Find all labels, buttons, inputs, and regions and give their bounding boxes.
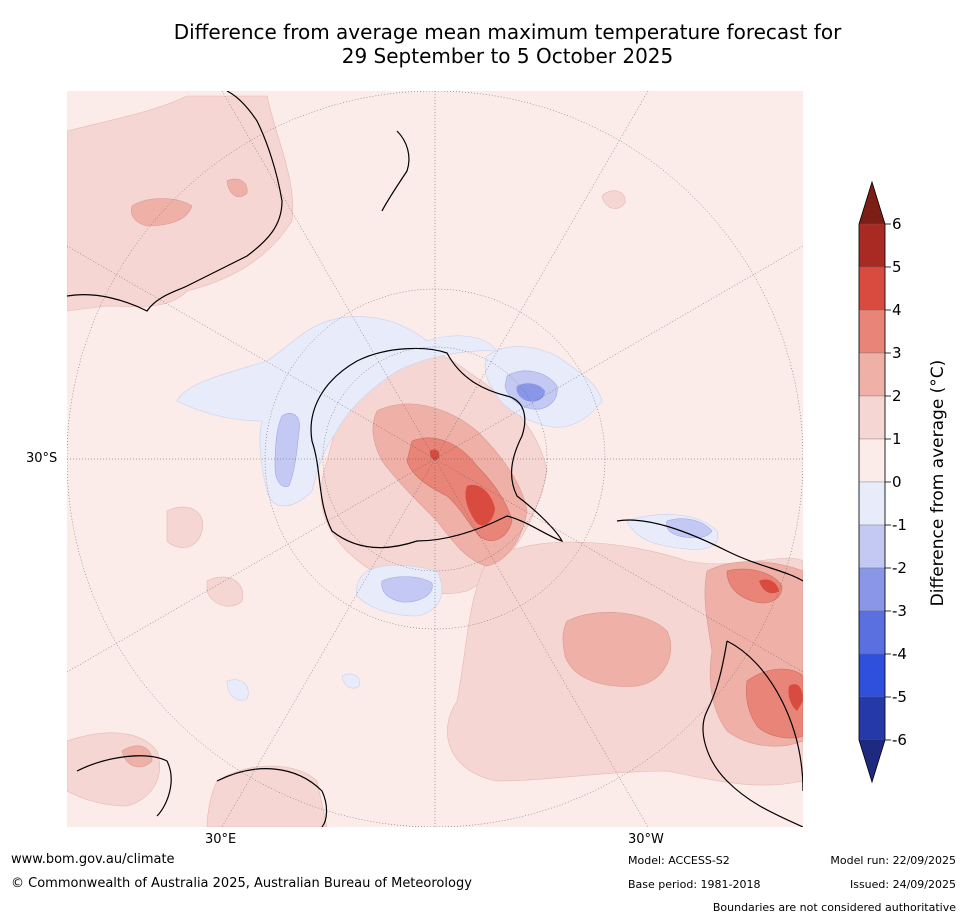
colorbar-segment bbox=[858, 610, 886, 655]
title-line-2: 29 September to 5 October 2025 bbox=[341, 44, 674, 68]
colorbar-segment bbox=[858, 524, 886, 569]
colorbar-tick-label: -5 bbox=[892, 688, 907, 706]
antarctica-coast bbox=[310, 347, 564, 549]
colorbar-tick-label: -4 bbox=[892, 645, 907, 663]
colorbar-label: Difference from average (°C) bbox=[928, 359, 948, 607]
colorbar-segments bbox=[858, 180, 886, 784]
africa-coast bbox=[76, 755, 328, 827]
footer-issued: Issued: 24/09/2025 bbox=[849, 878, 956, 891]
meridian-line bbox=[221, 91, 649, 827]
colorbar-segment bbox=[858, 438, 886, 483]
footer-copyright: © Commonwealth of Australia 2025, Austra… bbox=[11, 876, 472, 891]
footer-disclaimer: Boundaries are not considered authoritat… bbox=[712, 901, 956, 914]
south-america-coast bbox=[616, 519, 803, 827]
colorbar-tick-label: 6 bbox=[892, 215, 902, 233]
colorbar bbox=[858, 180, 891, 784]
colorbar-tick-label: -3 bbox=[892, 602, 907, 620]
colorbar-segment bbox=[858, 567, 886, 612]
meridian-line bbox=[221, 91, 649, 827]
footer-base-period: Base period: 1981-2018 bbox=[628, 878, 761, 891]
meridian-line bbox=[67, 245, 803, 673]
anomaly-4-5-regions bbox=[429, 449, 803, 711]
colorbar-tick-label: 2 bbox=[892, 387, 902, 405]
lat-label-30s: 30°S bbox=[26, 451, 58, 466]
colorbar-extend-low bbox=[859, 740, 885, 782]
colorbar-tick-label: 4 bbox=[892, 301, 902, 319]
colorbar-segment bbox=[858, 481, 886, 526]
coastlines bbox=[67, 91, 803, 827]
australia-coast bbox=[67, 91, 283, 312]
colorbar-extend-high bbox=[859, 182, 885, 224]
colorbar-tick-label: 1 bbox=[892, 430, 902, 448]
footer-model: Model: ACCESS-S2 bbox=[628, 854, 730, 867]
new-zealand-coast bbox=[381, 130, 410, 212]
colorbar-segment bbox=[858, 395, 886, 440]
anomaly-3-4-regions bbox=[406, 437, 803, 739]
lon-label-30e: 30°E bbox=[205, 832, 237, 847]
graticule bbox=[67, 91, 803, 827]
lon-label-30w: 30°W bbox=[628, 832, 664, 847]
map-svg bbox=[67, 91, 803, 827]
colorbar-tick-label: -1 bbox=[892, 516, 907, 534]
meridian-line bbox=[67, 245, 803, 673]
chart-title: Difference from average mean maximum tem… bbox=[60, 20, 955, 68]
colorbar-segment bbox=[858, 696, 886, 741]
footer-model-run: Model run: 22/09/2025 bbox=[830, 854, 956, 867]
colorbar-tick-label: 3 bbox=[892, 344, 902, 362]
colorbar-segment bbox=[858, 653, 886, 698]
colorbar-tick-label: -6 bbox=[892, 731, 907, 749]
colorbar-segment bbox=[858, 266, 886, 311]
map-panel bbox=[67, 91, 803, 827]
anomaly-neg3-neg2-regions bbox=[516, 383, 545, 402]
colorbar-tick-label: -2 bbox=[892, 559, 907, 577]
colorbar-segment bbox=[858, 223, 886, 268]
title-line-1: Difference from average mean maximum tem… bbox=[173, 20, 842, 44]
colorbar-segment bbox=[858, 309, 886, 354]
colorbar-tick-label: 5 bbox=[892, 258, 902, 276]
footer-url[interactable]: www.bom.gov.au/climate bbox=[11, 852, 175, 867]
colorbar-segment bbox=[858, 352, 886, 397]
colorbar-ticks bbox=[885, 223, 891, 741]
colorbar-tick-label: 0 bbox=[892, 473, 902, 491]
anomaly-neg2-neg1-regions bbox=[274, 370, 713, 603]
